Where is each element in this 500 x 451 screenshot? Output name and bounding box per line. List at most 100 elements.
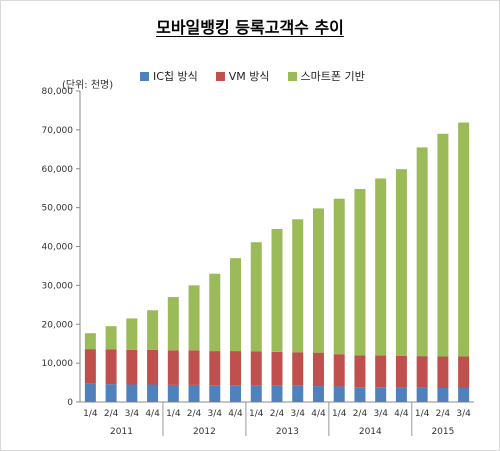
- year-label: 2011: [110, 427, 133, 437]
- chart-title-text: 모바일뱅킹 등록고객수 추이: [156, 18, 344, 37]
- x-tick-label: 2/4: [187, 409, 202, 419]
- year-label: 2013: [276, 427, 299, 437]
- bar-ic-chip: [105, 384, 117, 402]
- x-tick-label: 1/4: [249, 409, 264, 419]
- bar-vm: [188, 350, 200, 385]
- x-tick-label: 3/4: [456, 409, 471, 419]
- y-tick-label: 60,000: [42, 165, 74, 175]
- bar-ic-chip: [209, 385, 221, 402]
- year-label: 2012: [193, 427, 216, 437]
- bar-smartphone: [230, 258, 242, 352]
- bar-ic-chip: [375, 387, 387, 402]
- bar-vm: [209, 351, 221, 386]
- bar-ic-chip: [458, 388, 470, 402]
- year-label: 2015: [431, 427, 454, 437]
- bar-ic-chip: [250, 385, 262, 402]
- bar-vm: [105, 349, 117, 385]
- bar-ic-chip: [126, 384, 138, 402]
- bar-vm: [312, 352, 324, 387]
- bar-ic-chip: [271, 385, 283, 402]
- bar-vm: [292, 352, 304, 386]
- bar-vm: [354, 355, 366, 388]
- x-tick-label: 2/4: [353, 409, 368, 419]
- y-tick-label: 50,000: [42, 204, 74, 214]
- bar-smartphone: [167, 297, 179, 351]
- legend-item-ic-chip: IC칩 방식: [140, 68, 198, 84]
- x-tick-label: 3/4: [373, 409, 388, 419]
- bar-vm: [271, 351, 283, 386]
- legend-swatch-ic-chip: [140, 71, 149, 81]
- legend-swatch-smartphone: [287, 71, 297, 81]
- bar-smartphone: [147, 310, 159, 350]
- bar-smartphone: [395, 169, 407, 356]
- bar-smartphone: [126, 318, 138, 350]
- x-tick-label: 4/4: [311, 409, 326, 419]
- bar-vm: [250, 351, 262, 386]
- legend-item-smartphone: 스마트폰 기반: [287, 68, 365, 84]
- bar-vm: [437, 356, 449, 389]
- bar-ic-chip: [333, 386, 345, 402]
- bar-ic-chip: [312, 386, 324, 402]
- bar-ic-chip: [84, 383, 96, 402]
- legend-label-smartphone: 스마트폰 기반: [300, 70, 365, 83]
- x-tick-label: 4/4: [394, 409, 409, 419]
- x-tick-label: 1/4: [415, 409, 430, 419]
- bar-vm: [126, 349, 138, 385]
- bar-smartphone: [416, 147, 428, 357]
- x-tick-label: 2/4: [436, 409, 451, 419]
- x-tick-label: 4/4: [228, 409, 243, 419]
- x-tick-label: 3/4: [208, 409, 223, 419]
- x-tick-label: 2/4: [270, 409, 285, 419]
- bar-smartphone: [250, 242, 262, 352]
- year-label: 2014: [359, 427, 382, 437]
- bar-vm: [395, 355, 407, 388]
- bar-smartphone: [292, 219, 304, 353]
- unit-label: (단위: 천명): [62, 80, 114, 91]
- y-tick-label: 20,000: [42, 320, 74, 330]
- chart-title: 모바일뱅킹 등록고객수 추이: [0, 14, 500, 38]
- bar-ic-chip: [292, 385, 304, 402]
- x-tick-label: 2/4: [104, 409, 119, 419]
- x-tick-label: 3/4: [290, 409, 305, 419]
- bar-ic-chip: [437, 388, 449, 402]
- bar-ic-chip: [416, 387, 428, 402]
- bar-ic-chip: [167, 384, 179, 402]
- bar-ic-chip: [230, 385, 242, 402]
- bar-smartphone: [105, 326, 117, 350]
- x-tick-label: 4/4: [145, 409, 160, 419]
- bar-vm: [458, 356, 470, 389]
- bar-ic-chip: [395, 387, 407, 402]
- bar-vm: [416, 356, 428, 388]
- y-tick-label: 30,000: [42, 281, 74, 291]
- x-tick-label: 1/4: [332, 409, 347, 419]
- y-tick-label: 70,000: [42, 126, 74, 136]
- bar-vm: [375, 355, 387, 388]
- bar-smartphone: [375, 178, 387, 356]
- bar-vm: [147, 349, 159, 385]
- legend-label-vm: VM 방식: [228, 70, 270, 83]
- bar-ic-chip: [147, 384, 159, 402]
- bar-smartphone: [271, 229, 283, 352]
- bar-smartphone: [188, 285, 200, 351]
- bar-vm: [84, 349, 96, 384]
- x-tick-label: 1/4: [166, 409, 181, 419]
- y-tick-label: 10,000: [42, 359, 74, 369]
- y-tick-label: 40,000: [42, 243, 74, 253]
- legend-swatch-vm: [215, 71, 225, 81]
- bar-vm: [333, 354, 345, 387]
- bar-ic-chip: [354, 387, 366, 402]
- x-tick-label: 3/4: [125, 409, 140, 419]
- bar-vm: [230, 351, 242, 386]
- bar-smartphone: [458, 122, 470, 357]
- x-tick-label: 1/4: [83, 409, 98, 419]
- bar-smartphone: [437, 133, 449, 357]
- y-tick-label: 80,000: [42, 87, 74, 97]
- legend-item-vm: VM 방식: [215, 68, 270, 84]
- bar-smartphone: [312, 208, 324, 353]
- bar-vm: [167, 350, 179, 385]
- bar-smartphone: [333, 198, 345, 355]
- bar-smartphone: [209, 273, 221, 352]
- legend: IC칩 방식 VM 방식 스마트폰 기반: [140, 68, 383, 84]
- bar-ic-chip: [188, 384, 200, 402]
